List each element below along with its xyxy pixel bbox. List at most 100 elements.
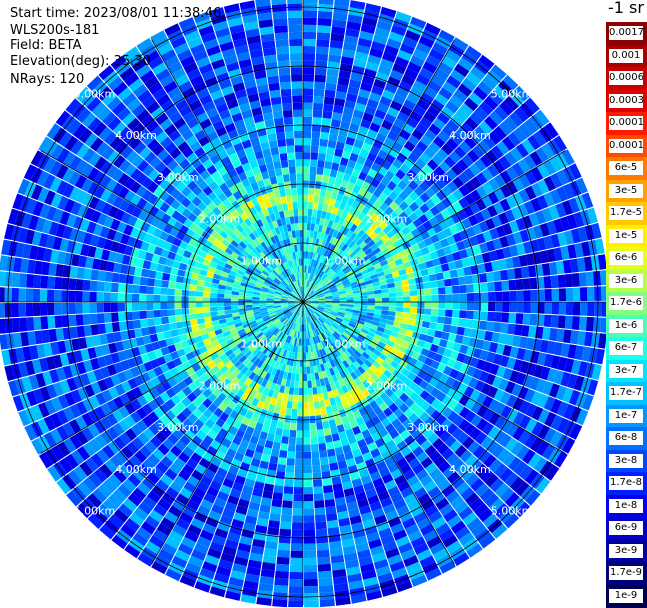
range-gate-cell (558, 315, 566, 328)
range-gate-cell (394, 317, 402, 323)
range-gate-cell (190, 319, 198, 326)
range-gate-cell (579, 317, 587, 331)
range-gate-cell (451, 318, 459, 326)
range-gate-cell (296, 445, 303, 452)
range-gate-cell (288, 600, 303, 607)
range-gate-cell (479, 273, 487, 283)
range-gate-cell (530, 314, 538, 326)
range-gate-cell (450, 269, 458, 278)
range-gate-cell (303, 423, 309, 430)
range-gate-cell (196, 297, 203, 302)
range-gate-cell (286, 465, 295, 473)
range-gate-cell (111, 303, 118, 312)
range-gate-cell (303, 381, 307, 388)
range-gate-cell (323, 104, 333, 112)
range-gate-cell (312, 209, 317, 217)
range-gate-cell (189, 308, 197, 314)
range-gate-cell (304, 558, 317, 565)
range-gate-cell (139, 311, 147, 319)
range-gate-cell (552, 302, 559, 315)
range-gate-cell (317, 550, 330, 558)
range-gate-cell (347, 299, 354, 302)
range-gate-cell (303, 81, 314, 88)
range-gate-cell (12, 303, 20, 317)
range-gate-cell (55, 264, 64, 277)
range-gate-cell (303, 195, 308, 202)
range-gate-cell (403, 296, 410, 301)
range-gate-cell (12, 273, 20, 288)
range-gate-cell (303, 374, 307, 381)
range-gate-cell (91, 324, 99, 335)
range-gate-cell (367, 309, 375, 313)
range-gate-cell (521, 266, 530, 278)
range-gate-cell (324, 161, 332, 169)
range-gate-cell (307, 223, 311, 230)
range-gate-cell (289, 579, 303, 586)
range-gate-cell (174, 302, 181, 308)
range-gate-cell (444, 317, 452, 325)
range-gate-cell (421, 327, 429, 335)
range-gate-cell (231, 299, 238, 303)
range-gate-cell (319, 450, 327, 458)
range-gate-cell (290, 423, 297, 431)
range-gate-cell (252, 297, 259, 300)
range-gate-cell (155, 325, 163, 333)
range-gate-cell (558, 275, 566, 288)
range-gate-cell (466, 284, 474, 293)
range-gate-cell (141, 269, 149, 278)
range-gate-cell (68, 291, 75, 302)
range-gate-cell (296, 367, 300, 374)
range-gate-cell (308, 195, 314, 202)
range-gate-cell (319, 400, 325, 408)
range-gate-cell (304, 586, 318, 594)
range-gate-cell (118, 303, 125, 312)
range-gate-cell (430, 281, 438, 288)
range-gate-cell (282, 507, 293, 515)
range-gate-cell (282, 500, 292, 508)
range-gate-cell (298, 345, 301, 352)
range-gate-cell (293, 395, 298, 403)
range-gate-cell (314, 500, 324, 508)
range-gate-cell (382, 302, 389, 306)
range-gate-cell (162, 273, 170, 281)
range-gate-cell (112, 273, 120, 283)
range-gate-cell (368, 302, 375, 306)
range-gate-cell (459, 310, 467, 318)
range-gate-cell (304, 572, 318, 580)
range-gate-cell (375, 306, 382, 310)
range-gate-cell (330, 169, 338, 177)
range-gate-cell (587, 302, 595, 316)
range-gate-cell (314, 89, 325, 97)
range-gate-cell (446, 294, 453, 301)
range-gate-cell (424, 295, 431, 301)
range-gate-cell (402, 285, 410, 291)
range-gate-cell (465, 319, 473, 328)
range-gate-cell (458, 276, 466, 285)
range-gate-cell (303, 188, 309, 195)
range-gate-cell (306, 244, 309, 251)
range-gate-cell (436, 323, 444, 331)
range-gate-cell (282, 429, 289, 437)
range-gate-cell (291, 544, 303, 551)
range-gate-cell (551, 315, 559, 328)
range-gate-cell (274, 578, 288, 586)
range-gate-cell (375, 294, 382, 298)
range-gate-cell (303, 0, 318, 4)
range-gate-cell (446, 302, 453, 309)
range-gate-cell (146, 303, 153, 311)
range-gate-cell (231, 291, 239, 295)
range-gate-cell (295, 374, 299, 381)
range-gate-cell (277, 421, 284, 429)
range-gate-cell (47, 276, 55, 289)
range-gate-cell (314, 401, 320, 409)
range-gate-cell (494, 312, 502, 322)
range-gate-cell (431, 288, 439, 295)
range-gate-cell (508, 280, 516, 291)
range-gate-cell (210, 298, 217, 303)
range-gate-cell (270, 456, 279, 464)
range-gate-cell (317, 543, 330, 551)
range-gate-cell (313, 479, 322, 487)
range-gate-cell (140, 277, 148, 286)
range-gate-cell (139, 286, 147, 294)
